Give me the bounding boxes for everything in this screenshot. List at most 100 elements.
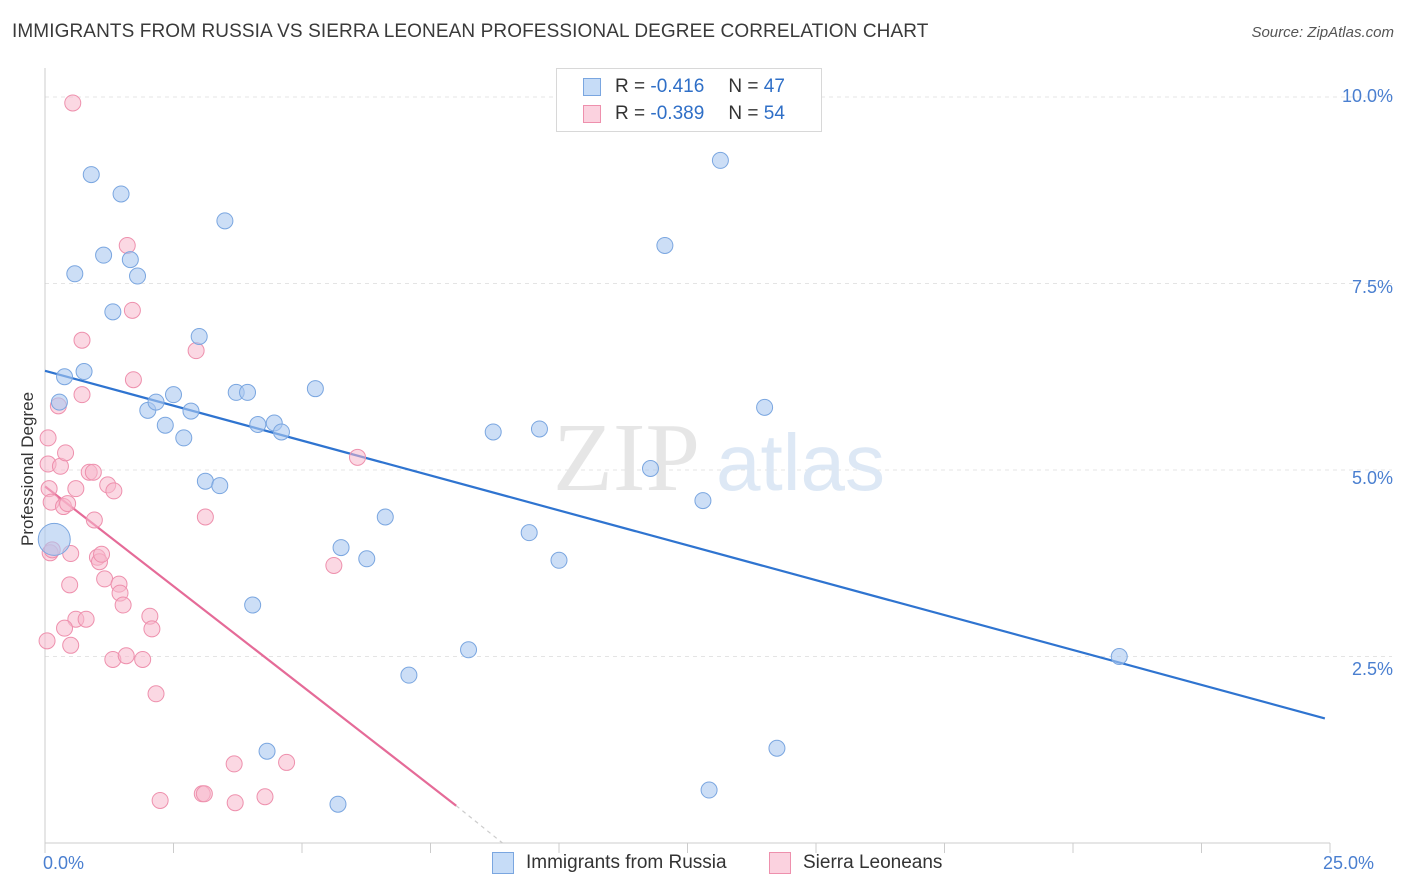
russia-point (56, 368, 74, 386)
russia-point (332, 539, 350, 557)
russia-point (484, 423, 502, 441)
n-value: 54 (763, 103, 785, 124)
sierra-leonean-point (56, 619, 74, 637)
sierra-leonean-point (73, 331, 91, 349)
legend-label: Immigrants from Russia (526, 852, 727, 873)
russia-point (768, 739, 786, 757)
r-label: R = (615, 103, 646, 124)
legend-label: Sierra Leoneans (803, 852, 943, 873)
sierra-leonean-point (134, 650, 152, 668)
russia-point (211, 477, 229, 495)
sierra-leonean-point (57, 444, 75, 462)
russia-point (196, 472, 214, 490)
russia-point (112, 185, 130, 203)
russia-point (129, 267, 147, 285)
russia-point (156, 416, 174, 434)
sierra-leonean-point (77, 610, 95, 628)
sierra-leonean-point (124, 371, 142, 389)
sierra-leonean-point (85, 511, 103, 529)
russia-point (66, 265, 84, 283)
sierra-leonean-point (195, 785, 213, 803)
watermark-atlas: atlas (716, 418, 885, 507)
sierra-leonean-point (196, 508, 214, 526)
russia-point (50, 393, 68, 411)
russia-point (641, 460, 659, 478)
russia-point (258, 742, 276, 760)
sierra-leonean-point (39, 429, 57, 447)
y-axis-label: Professional Degree (18, 391, 37, 546)
russia-point (329, 795, 347, 813)
sierra-leonean-point (93, 545, 111, 563)
swatch-pink (583, 105, 601, 123)
n-value: 47 (763, 76, 785, 97)
russia-point (272, 423, 290, 441)
sierra-leonean-point (151, 791, 169, 809)
stats-box: R = -0.416 N = 47 R = -0.389 N = 54 (556, 68, 822, 132)
r-value: -0.389 (650, 103, 705, 124)
russia-point (104, 303, 122, 321)
stats-row-sierra: R = -0.389 N = 54 (557, 101, 785, 127)
russia-point (694, 492, 712, 510)
sierra-leonean-point (187, 342, 205, 360)
axes (44, 68, 1331, 853)
sierra-leonean-point (226, 794, 244, 812)
sierra-leonean-point (278, 753, 296, 771)
russia-point (550, 551, 568, 569)
russia-point (376, 508, 394, 526)
swatch-blue (583, 78, 601, 96)
source-label: Source: ZipAtlas.com (1251, 24, 1394, 41)
russia-point (249, 415, 267, 433)
trend-line-sierra-extension (455, 805, 503, 844)
sierra-leonean-point (256, 788, 274, 806)
sierra-leonean-point (225, 755, 243, 773)
sierra-leonean-point (143, 620, 161, 638)
trend-line-sierra (44, 485, 457, 807)
russia-point (147, 393, 165, 411)
russia-point (182, 402, 200, 420)
russia-point (121, 251, 139, 269)
russia-point (75, 363, 93, 381)
sierra-leonean-point (67, 480, 85, 498)
russia-point (656, 236, 674, 254)
sierra-leonean-point (61, 576, 79, 594)
legend-item-russia[interactable]: Immigrants from Russia (492, 852, 727, 874)
russia-point (400, 666, 418, 684)
x-tick-label: 25.0% (1323, 853, 1375, 873)
russia-point (82, 166, 100, 184)
legend-item-sierra[interactable]: Sierra Leoneans (769, 852, 942, 874)
sierra-leonean-point (147, 685, 165, 703)
sierra-leonean-point (73, 386, 91, 404)
sierra-leonean-point (114, 596, 132, 614)
russia-point (711, 151, 729, 169)
y-tick-label: 10.0% (1341, 86, 1393, 106)
sierra-leonean-point (96, 570, 114, 588)
data-points (37, 94, 1128, 813)
sierra-leonean-point (118, 236, 136, 254)
y-tick-label: 5.0% (1351, 468, 1393, 488)
sierra-leonean-point (62, 636, 80, 654)
sierra-leonean-point (38, 632, 56, 650)
sierra-leonean-point (349, 448, 367, 466)
russia-point (306, 380, 324, 398)
chart-title: IMMIGRANTS FROM RUSSIA VS SIERRA LEONEAN… (12, 21, 929, 42)
legend-swatch-pink (769, 852, 791, 874)
russia-point (239, 383, 257, 401)
n-label: N = (728, 76, 759, 97)
sierra-leonean-point (64, 94, 82, 112)
legend-swatch-blue (492, 852, 514, 874)
y-tick-label: 2.5% (1351, 659, 1393, 679)
sierra-leonean-point (84, 463, 102, 481)
watermark-zip: ZIP (553, 404, 700, 512)
sierra-leonean-point (59, 495, 77, 513)
russia-point (358, 550, 376, 568)
sierra-leonean-point (123, 301, 141, 319)
russia-point (530, 420, 548, 438)
russia-point (460, 641, 478, 659)
sierra-leonean-point (105, 482, 123, 500)
russia-point (190, 327, 208, 345)
russia-point (700, 781, 718, 799)
stats-row-russia: R = -0.416 N = 47 (557, 74, 785, 100)
grid-lines (45, 96, 1392, 657)
russia-point (165, 386, 182, 404)
